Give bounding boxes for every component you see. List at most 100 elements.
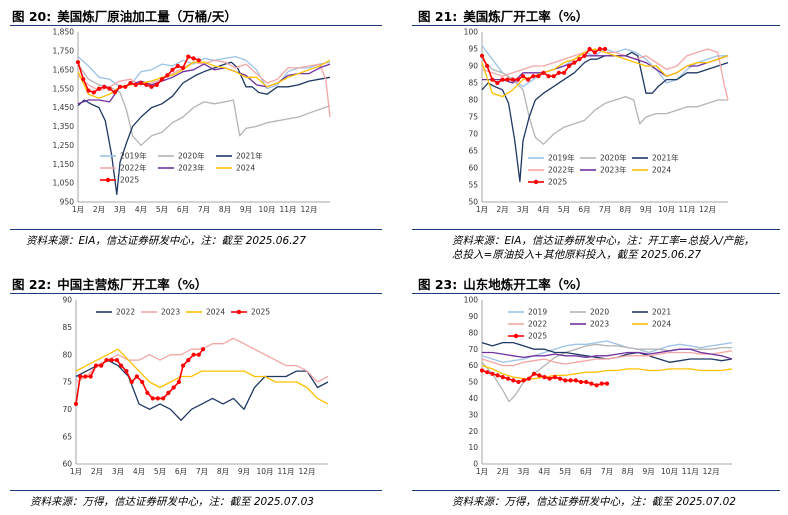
figure-23-title: 图 23: 山东地炼开工率（%） — [418, 277, 589, 292]
data-point-2025 — [149, 84, 154, 89]
data-point-2025 — [568, 378, 573, 383]
y-tick-label: 50 — [468, 378, 478, 387]
data-point-2025 — [520, 74, 526, 79]
data-point-2025 — [490, 371, 495, 376]
data-point-2025 — [112, 90, 117, 95]
figure-22-title: 图 22: 中国主营炼厂开工率（%） — [12, 277, 208, 292]
data-point-2025 — [123, 84, 128, 89]
figure-20-source: 资料来源：EIA，信达证券研发中心，注：截至 2025.06.27 — [26, 235, 306, 247]
data-point-2025 — [73, 401, 79, 406]
x-tick-label: 6月 — [175, 467, 187, 476]
chart-figure-22: 60 65 70 75 80 85 90 1月 2月 3月 4月 5月 6月 7月 8月 9月 10月 11月 12… — [62, 296, 329, 476]
x-tick-label: 1月 — [476, 467, 488, 476]
legend-label: 2024 — [652, 320, 671, 329]
x-tick-label: 11月 — [678, 205, 695, 214]
data-point-2025 — [577, 57, 582, 62]
data-point-2025 — [159, 77, 165, 82]
y-tick-label: 90 — [62, 296, 72, 305]
legend-label: 2020年 — [600, 153, 627, 163]
data-point-2025 — [567, 63, 572, 69]
legend-label: 2020 — [590, 308, 609, 317]
data-point-2025 — [584, 379, 589, 385]
x-tick-label: 3月 — [112, 467, 124, 476]
series-2023 — [482, 348, 733, 360]
data-point-2025 — [102, 84, 107, 89]
y-tick-label: 1,850 — [53, 28, 75, 37]
data-point-2025 — [558, 376, 563, 381]
legend-label: 2025 — [120, 176, 139, 185]
x-tick-label: 6月 — [578, 205, 590, 214]
chart-figure-20: 950 1,050 1,150 1,250 1,350 1,450 1,550 1,650 1,… — [53, 28, 331, 214]
data-point-2025 — [532, 371, 537, 376]
data-point-2025 — [592, 50, 597, 55]
data-point-2025 — [196, 352, 201, 357]
x-tick-label: 11月 — [279, 205, 296, 214]
x-tick-label: 4月 — [133, 467, 145, 476]
series-2022 — [481, 48, 729, 101]
figure-22-title-rule — [10, 293, 382, 294]
series-line-2024 — [481, 364, 733, 380]
x-tick-label: 3月 — [114, 205, 126, 214]
data-point-2025 — [166, 390, 171, 395]
legend-item-2025: 2025 — [508, 332, 547, 341]
legend-label: 2025 — [251, 308, 270, 317]
legend: 2022 2023 2024 2025 — [96, 308, 270, 317]
data-point-2025 — [145, 390, 150, 395]
series-line-2019 — [481, 340, 733, 363]
data-point-2025 — [510, 77, 515, 82]
data-point-2025 — [133, 82, 138, 87]
data-point-2025 — [75, 60, 81, 65]
series-2020 — [77, 63, 331, 146]
series-2024 — [481, 48, 729, 98]
y-tick-label: 1,650 — [53, 65, 75, 74]
legend: 2019年 2020年 2021年 2022年 2023年 2024 2025 — [528, 153, 679, 187]
data-point-2025 — [546, 74, 551, 79]
data-point-2025 — [556, 70, 561, 75]
legend-item-2023: 2023年 — [580, 165, 627, 175]
data-point-2025 — [117, 84, 123, 89]
data-point-2025 — [500, 77, 505, 82]
x-tick-label: 7月 — [198, 205, 210, 214]
data-point-2025 — [93, 363, 99, 368]
data-point-2025 — [542, 375, 547, 380]
data-point-2025 — [119, 363, 124, 368]
y-tick-label: 95 — [468, 45, 478, 54]
y-tick-label: 1,350 — [53, 122, 75, 131]
series-line-2023 — [482, 348, 733, 360]
legend-label: 2022 — [528, 320, 547, 329]
legend-label: 2019年 — [120, 151, 147, 161]
data-point-2025 — [587, 46, 592, 52]
y-tick-label: 90 — [468, 62, 478, 71]
y-tick-label: 950 — [60, 198, 75, 207]
x-tick-label: 12月 — [703, 467, 720, 476]
legend-label: 2022年 — [120, 163, 147, 173]
x-tick-label: 10月 — [258, 205, 275, 214]
legend-marker — [533, 179, 539, 185]
x-tick-label: 4月 — [135, 205, 147, 214]
x-tick-label: 9月 — [643, 467, 655, 476]
legend-label: 2025 — [528, 332, 547, 341]
data-point-2025 — [78, 374, 83, 379]
data-point-2025 — [597, 46, 602, 52]
y-tick-label: 1,750 — [53, 46, 75, 55]
x-tick-label: 6月 — [177, 205, 189, 214]
y-tick-label: 0 — [473, 460, 478, 469]
y-tick-label: 60 — [468, 361, 478, 370]
data-point-2025 — [531, 74, 536, 79]
series-2022 — [75, 359, 329, 421]
x-tick-label: 4月 — [537, 205, 549, 214]
data-point-2025 — [589, 381, 594, 386]
legend-marker — [513, 333, 519, 339]
y-tick-label: 70 — [468, 130, 478, 139]
series-2022 — [77, 59, 331, 118]
data-point-2025 — [561, 70, 567, 75]
legend-item-2021: 2021年 — [216, 151, 263, 161]
figure-20-title-rule — [10, 25, 382, 26]
legend-label: 2025 — [548, 178, 567, 187]
data-point-2025 — [578, 379, 584, 385]
data-point-2025 — [155, 396, 160, 401]
x-tick-label: 12月 — [300, 205, 317, 214]
legend-label: 2021年 — [236, 151, 263, 161]
y-tick-label: 65 — [468, 147, 478, 156]
x-tick-label: 2月 — [91, 467, 103, 476]
